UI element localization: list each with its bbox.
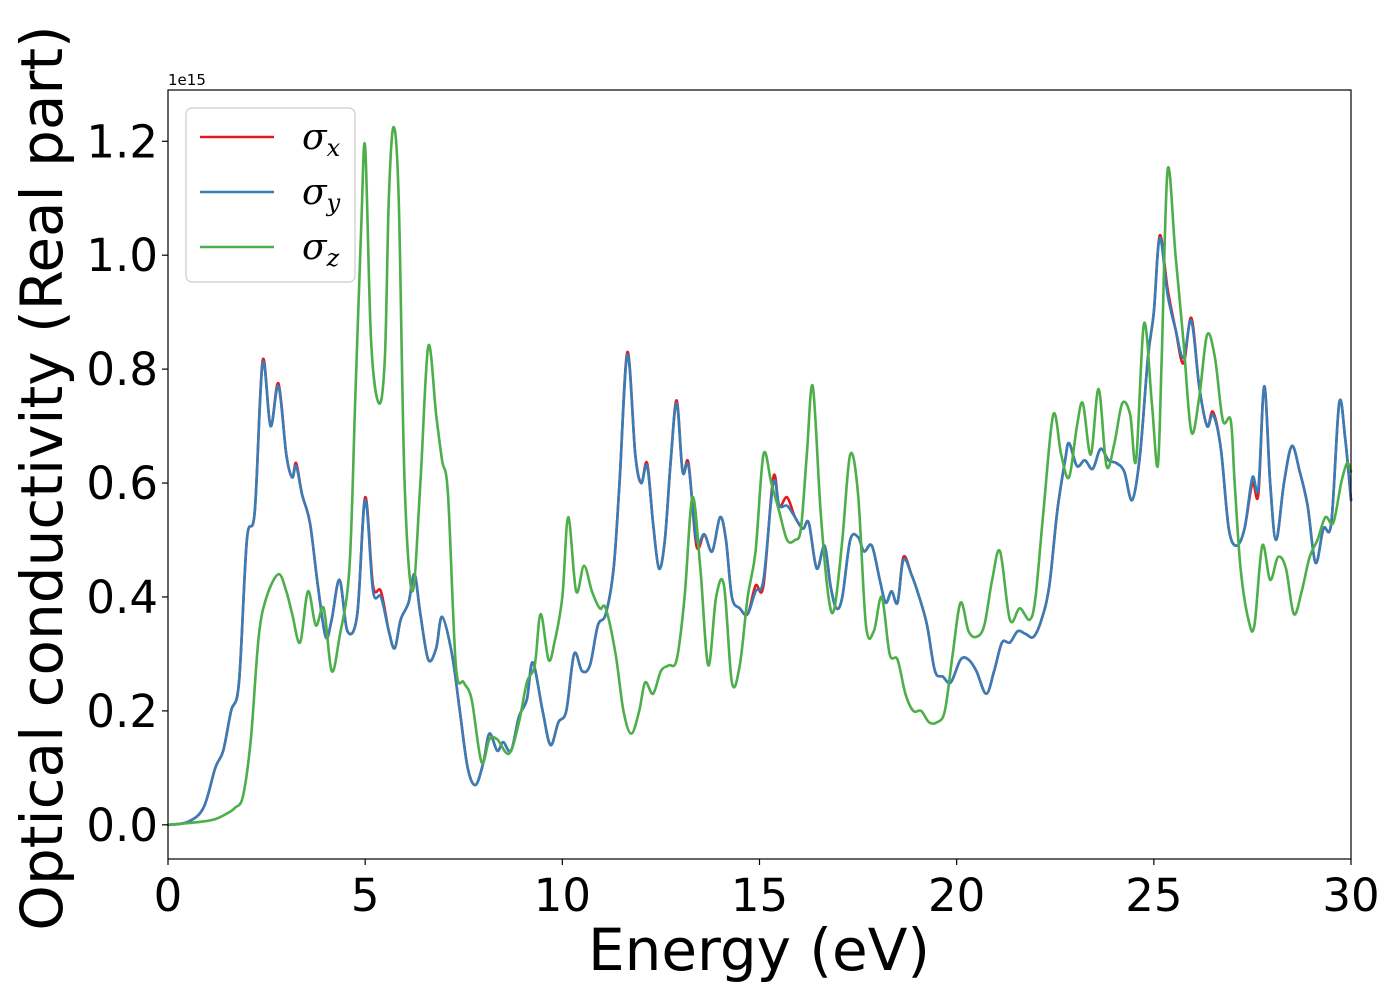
legend-label-x: σx (302, 117, 341, 162)
y-axis: 0.0 0.2 0.4 0.6 0.8 1.0 1.2 (86, 115, 168, 852)
y-tick-label: 1.2 (86, 115, 158, 168)
x-tick-label: 10 (534, 869, 591, 922)
y-offset-label: 1e15 (168, 71, 206, 89)
y-tick-label: 0.0 (86, 799, 158, 852)
series-group (166, 125, 1353, 827)
y-tick-label: 1.0 (86, 229, 158, 282)
legend: σx σy σz (185, 107, 356, 283)
legend-label-z: σz (302, 227, 340, 272)
y-tick-label: 0.6 (86, 457, 158, 510)
legend-entries: σx σy σz (200, 117, 341, 272)
x-tick-label: 30 (1322, 869, 1379, 922)
y-tick-label: 0.2 (86, 685, 158, 738)
x-tick-label: 25 (1125, 869, 1182, 922)
series-line-x (166, 233, 1353, 827)
x-axis: 0 5 10 15 20 25 30 (154, 859, 1380, 922)
x-axis-label: Energy (eV) (588, 916, 930, 984)
x-tick-label: 20 (928, 869, 985, 922)
y-axis-label: Optical conductivity (Real part) (8, 25, 76, 930)
y-tick-label: 0.4 (86, 571, 158, 624)
y-tick-label: 0.8 (86, 343, 158, 396)
x-tick-label: 15 (731, 869, 788, 922)
series-line-z (166, 125, 1353, 827)
legend-box (185, 107, 356, 283)
x-tick-label: 5 (351, 869, 380, 922)
legend-label-y: σy (302, 172, 341, 217)
x-tick-label: 0 (154, 869, 183, 922)
series-line-y (166, 236, 1353, 827)
